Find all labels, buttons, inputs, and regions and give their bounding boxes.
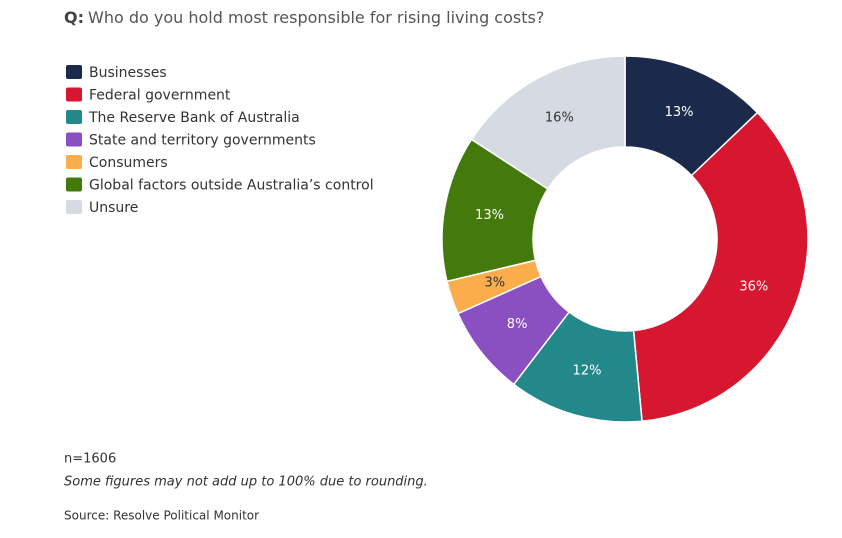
data-label: 13% [475, 208, 504, 223]
legend-swatch [66, 155, 82, 169]
chart-title: Q: Who do you hold most responsible for r… [64, 8, 544, 27]
donut-slice [632, 111, 809, 423]
legend-swatch [66, 87, 82, 102]
legend-label: Unsure [89, 200, 138, 216]
note: Some figures may not add up to 100% due … [64, 475, 428, 490]
legend-swatch [66, 65, 82, 79]
legend-label: Consumers [89, 155, 168, 171]
data-label: 3% [484, 276, 505, 291]
legend-swatch [66, 200, 82, 214]
donut-slice [470, 55, 626, 190]
legend-label: Global factors outside Australia’s contr… [89, 178, 374, 194]
data-label: 8% [507, 317, 528, 332]
legend-label: State and territory governments [89, 133, 316, 149]
data-label: 36% [739, 280, 768, 295]
title-text: Who do you hold most responsible for ris… [88, 8, 544, 27]
sample-size: n=1606 [64, 452, 116, 467]
legend-label: Businesses [89, 65, 167, 81]
question-label: Q: [64, 8, 84, 27]
legend-label: Federal government [89, 88, 231, 104]
data-label: 13% [665, 105, 694, 120]
legend-label: The Reserve Bank of Australia [88, 110, 300, 126]
data-label: 16% [545, 111, 574, 126]
legend-swatch [66, 110, 82, 124]
legend-swatch [66, 132, 82, 147]
source: Source: Resolve Political Monitor [64, 509, 259, 523]
data-label: 12% [573, 364, 602, 379]
legend-swatch [66, 177, 82, 192]
